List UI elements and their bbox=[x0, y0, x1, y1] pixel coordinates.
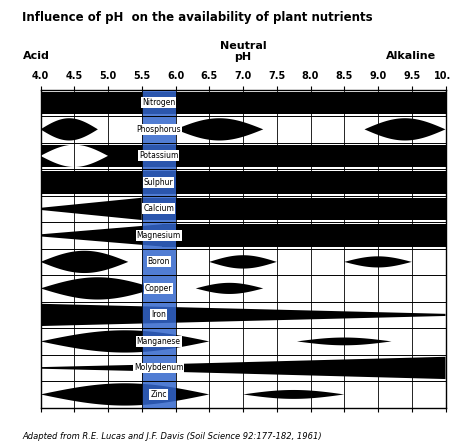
Text: Phosphorus: Phosphorus bbox=[136, 125, 181, 134]
Text: Potassium: Potassium bbox=[139, 151, 178, 160]
Polygon shape bbox=[364, 118, 446, 141]
Polygon shape bbox=[40, 145, 108, 167]
Polygon shape bbox=[243, 390, 344, 399]
Text: Boron: Boron bbox=[148, 258, 170, 267]
Polygon shape bbox=[40, 198, 142, 220]
Text: Influence of pH  on the availability of plant nutrients: Influence of pH on the availability of p… bbox=[22, 11, 373, 24]
Polygon shape bbox=[176, 357, 446, 379]
Polygon shape bbox=[176, 118, 263, 141]
Text: Manganese: Manganese bbox=[137, 337, 180, 346]
Polygon shape bbox=[40, 330, 209, 353]
Text: Adapted from R.E. Lucas and J.F. Davis (Soil Science 92:177-182, 1961): Adapted from R.E. Lucas and J.F. Davis (… bbox=[22, 432, 322, 441]
Polygon shape bbox=[40, 383, 209, 405]
Polygon shape bbox=[196, 283, 263, 294]
Polygon shape bbox=[40, 118, 98, 141]
Polygon shape bbox=[142, 198, 446, 220]
Text: Neutral
pH: Neutral pH bbox=[220, 41, 266, 62]
Text: Sulphur: Sulphur bbox=[144, 178, 174, 187]
Polygon shape bbox=[40, 251, 128, 273]
Text: Zinc: Zinc bbox=[150, 390, 167, 399]
Polygon shape bbox=[40, 304, 446, 326]
Text: Magnesium: Magnesium bbox=[136, 231, 181, 240]
Polygon shape bbox=[344, 256, 412, 267]
Text: Molybdenum: Molybdenum bbox=[134, 363, 184, 372]
Polygon shape bbox=[40, 224, 162, 246]
Text: Copper: Copper bbox=[145, 284, 172, 293]
Polygon shape bbox=[142, 90, 176, 408]
Polygon shape bbox=[40, 145, 446, 167]
Polygon shape bbox=[162, 224, 446, 246]
Text: Calcium: Calcium bbox=[143, 204, 174, 213]
Polygon shape bbox=[40, 171, 446, 194]
Text: Nitrogen: Nitrogen bbox=[142, 99, 175, 108]
Polygon shape bbox=[40, 364, 176, 372]
Text: Acid: Acid bbox=[22, 51, 50, 61]
Polygon shape bbox=[40, 277, 155, 300]
Polygon shape bbox=[209, 255, 277, 268]
Text: Iron: Iron bbox=[151, 310, 166, 319]
Polygon shape bbox=[297, 337, 392, 345]
Text: Alkaline: Alkaline bbox=[387, 51, 436, 61]
Polygon shape bbox=[40, 92, 446, 114]
